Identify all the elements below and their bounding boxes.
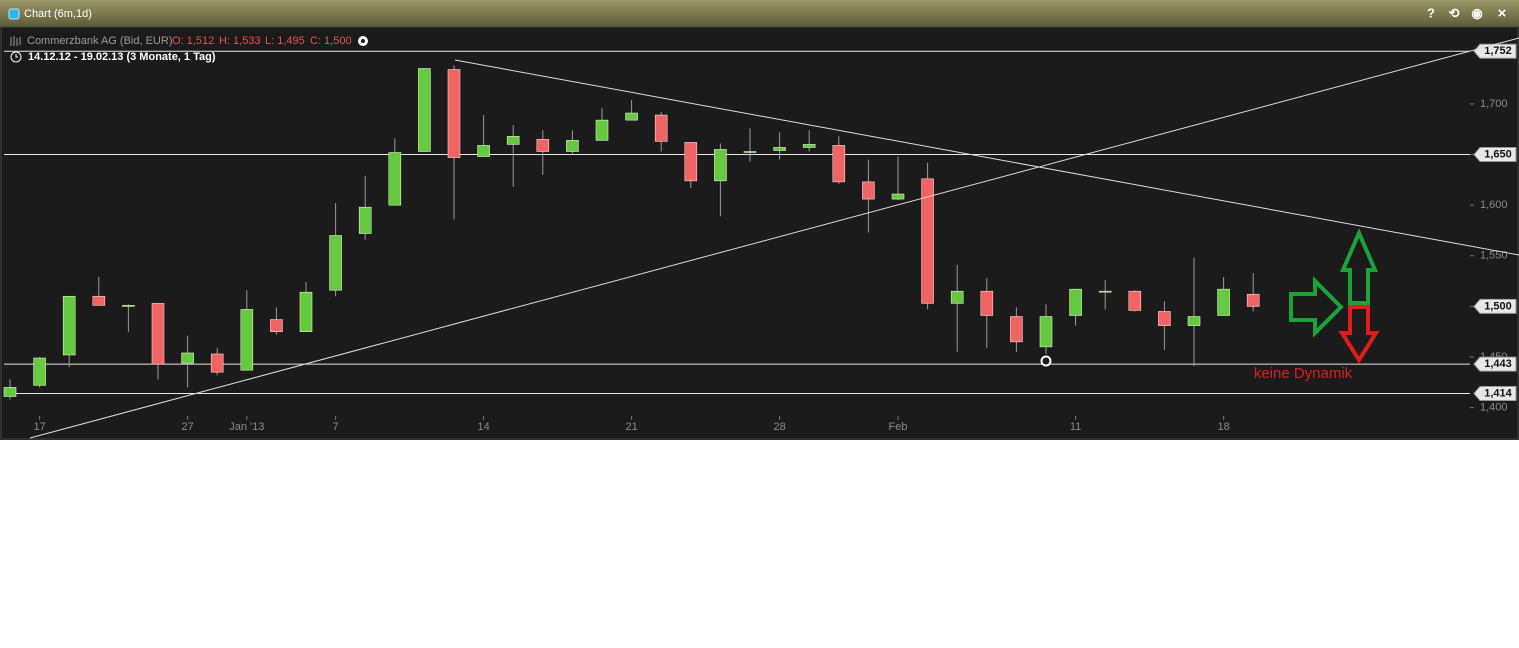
candle-body <box>3 387 17 397</box>
candle-body <box>921 178 934 304</box>
level-label: 1,650 <box>1484 148 1512 160</box>
candle-body <box>654 114 668 142</box>
candle-body <box>536 139 550 152</box>
trend-line <box>454 59 1519 256</box>
title-bar <box>0 0 1519 27</box>
candle-body <box>802 144 816 148</box>
candle-body <box>862 181 875 200</box>
x-tick-label: Feb <box>889 421 908 433</box>
level-tag <box>1473 298 1517 314</box>
candle-body <box>329 235 342 291</box>
x-tick-label: 14 <box>477 421 489 433</box>
candle-body <box>181 352 194 364</box>
x-tick-label: 27 <box>181 421 193 433</box>
open-info: O: 1,512 <box>172 35 214 47</box>
x-tick-label: 21 <box>625 421 637 433</box>
candle-body <box>1187 316 1201 326</box>
y-tick-label: 1,550 <box>1480 250 1508 262</box>
close-info: C: 1,500 <box>310 35 352 47</box>
instrument-name: Commerzbank AG (Bid, EUR) <box>27 35 172 47</box>
window-icon <box>8 8 20 20</box>
y-tick-label: 1,600 <box>1480 199 1508 211</box>
candle-body <box>388 152 402 206</box>
candle-body <box>358 206 372 234</box>
arrow-down <box>1338 305 1380 364</box>
candle-body <box>270 319 283 333</box>
candle-body <box>506 136 520 145</box>
candle-body <box>1069 288 1082 316</box>
clock-icon <box>10 51 22 63</box>
instrument-icon <box>10 36 21 46</box>
candle-body <box>240 309 254 371</box>
level-label: 1,414 <box>1484 387 1512 399</box>
trend-line <box>29 37 1519 439</box>
candle-body <box>1010 316 1023 343</box>
candle-body <box>832 145 846 183</box>
candle-body <box>743 151 757 153</box>
candle-body <box>625 112 638 121</box>
level-tag <box>1473 385 1517 401</box>
x-tick-label: 11 <box>1070 421 1081 433</box>
candle-body <box>33 357 46 386</box>
candle-body <box>1098 290 1112 293</box>
candle-body <box>714 149 727 182</box>
candle-body <box>151 303 165 365</box>
settings-icon-dot <box>361 39 365 43</box>
candle-body <box>891 193 905 200</box>
candle-body <box>299 291 313 333</box>
reset-button[interactable]: ⟲ <box>1449 5 1460 20</box>
plot-area: 1,4001,4501,5001,5501,6001,6501,7001,752… <box>3 43 1517 433</box>
window-title: Chart (6m,1d) <box>24 8 92 20</box>
y-tick-label: 1,700 <box>1480 98 1508 110</box>
candle-body <box>210 353 224 373</box>
candle-body <box>1246 293 1260 307</box>
candle-body <box>1158 311 1171 326</box>
arrow-up <box>1339 227 1379 305</box>
candle-body <box>1128 290 1142 311</box>
candle-body <box>980 290 994 316</box>
level-label: 1,752 <box>1484 45 1512 57</box>
close-button[interactable]: × <box>1498 5 1507 22</box>
plot-frame <box>0 26 1519 440</box>
window-background <box>0 0 1519 440</box>
x-tick-label: 7 <box>333 421 339 433</box>
level-tag <box>1473 356 1517 372</box>
settings-button[interactable]: ◉ <box>1471 5 1482 20</box>
candle-body <box>1039 316 1053 348</box>
candle-body <box>418 68 431 152</box>
candle-body <box>477 145 490 157</box>
clock-hands <box>15 54 18 58</box>
level-label: 1,443 <box>1484 358 1512 370</box>
low-info: L: 1,495 <box>265 35 305 47</box>
candle-body <box>595 119 609 141</box>
candle-body <box>684 142 698 182</box>
candle-body <box>1217 288 1230 316</box>
candle-body <box>950 290 964 304</box>
y-tick-label: 1,400 <box>1480 402 1508 414</box>
level-label: 1,500 <box>1484 300 1512 312</box>
candle-body <box>122 305 135 307</box>
x-tick-label: Jan '13 <box>229 421 264 433</box>
x-tick-label: 17 <box>33 421 45 433</box>
high-info: H: 1,533 <box>219 35 261 47</box>
candle-body <box>62 295 76 356</box>
candle-body <box>92 295 106 306</box>
x-tick-label: 28 <box>773 421 785 433</box>
arrow-right <box>1289 276 1344 338</box>
period: 14.12.12 - 19.02.13 (3 Monate, 1 Tag) <box>28 51 216 63</box>
candle-body <box>447 69 461 158</box>
annotation: keine Dynamik <box>1254 365 1353 382</box>
candle-body <box>773 147 786 151</box>
level-tag <box>1473 147 1517 163</box>
candle-body <box>566 140 579 152</box>
marker-circle <box>1040 355 1052 367</box>
x-tick-label: 18 <box>1217 421 1229 433</box>
help-button[interactable]: ? <box>1427 5 1435 20</box>
